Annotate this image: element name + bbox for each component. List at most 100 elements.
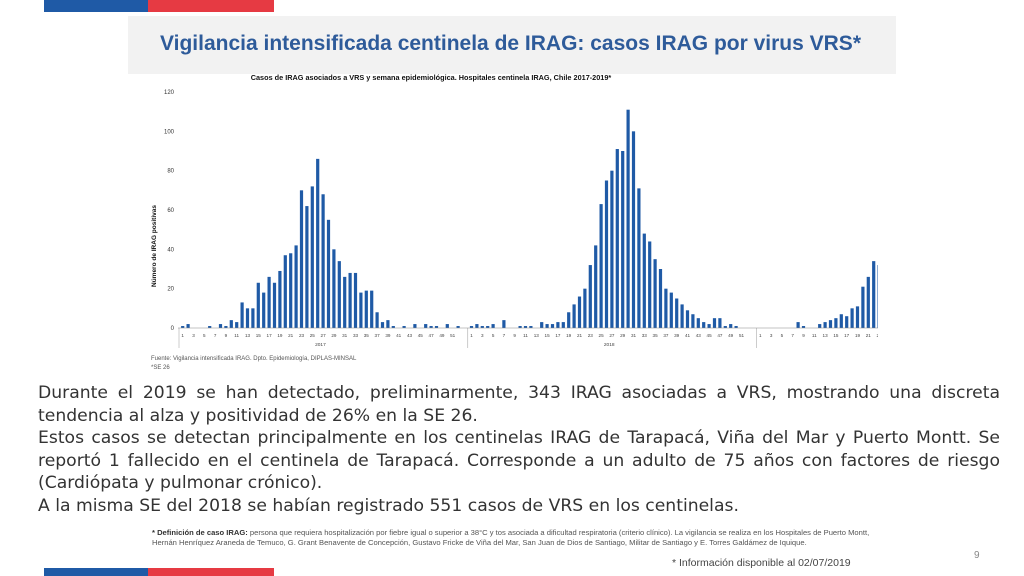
bar-2018-se-31 xyxy=(631,131,636,328)
bar-2019-se-14 xyxy=(828,320,833,328)
bar-2019-se-15 xyxy=(834,318,838,328)
x-tick-label: 29 xyxy=(331,333,337,338)
x-tick-label: 29 xyxy=(620,333,626,338)
bar-2017-se-52 xyxy=(456,326,460,328)
x-tick-label: 11 xyxy=(234,333,239,338)
bar-2017-se-38 xyxy=(380,322,385,328)
x-tick-label: 33 xyxy=(353,333,359,338)
x-tick-label: 7 xyxy=(214,333,217,338)
paragraph-1: Durante el 2019 se han detectado, prelim… xyxy=(38,383,1000,426)
x-tick-label: 5 xyxy=(781,333,784,338)
brand-stripe-blue-bottom xyxy=(44,568,148,576)
paragraph-2: Estos casos se detectan principalmente e… xyxy=(38,428,1000,494)
bar-2018-se-30 xyxy=(626,109,630,328)
bar-2018-se-23 xyxy=(588,265,592,328)
y-tick-label: 100 xyxy=(164,129,175,135)
x-tick-label: 39 xyxy=(674,333,680,338)
chart-se-note: *SE 26 xyxy=(151,365,170,371)
bar-2018-se-4 xyxy=(486,326,490,328)
page-number: 9 xyxy=(974,550,980,561)
x-tick-label: 27 xyxy=(321,333,327,338)
bar-2018-se-46 xyxy=(712,318,717,328)
x-tick-label: 51 xyxy=(450,333,456,338)
x-tick-label: 37 xyxy=(375,333,381,338)
bar-2019-se-20 xyxy=(861,286,865,328)
bar-2019-se-17 xyxy=(845,316,849,328)
x-tick-label: 13 xyxy=(245,333,251,338)
bar-2017-se-46 xyxy=(424,324,428,328)
body-text: Durante el 2019 se han detectado, prelim… xyxy=(38,382,1000,518)
bar-2018-se-1 xyxy=(469,326,474,328)
bar-2017-se-10 xyxy=(229,320,233,328)
bar-2018-se-21 xyxy=(577,296,582,328)
brand-stripe-red-bottom xyxy=(148,568,274,576)
x-tick-label: 21 xyxy=(577,333,583,338)
bar-2019-se-19 xyxy=(855,306,860,328)
footnote-text: persona que requiera hospitalización por… xyxy=(152,528,870,547)
title-box xyxy=(128,16,896,74)
bar-2018-se-2 xyxy=(475,324,479,328)
paragraph-3: A la misma SE del 2018 se habían registr… xyxy=(38,495,739,516)
x-tick-label: 1 xyxy=(759,333,762,338)
x-tick-label: 23 xyxy=(877,333,878,338)
bar-2018-se-14 xyxy=(540,322,544,328)
y-tick-label: 20 xyxy=(167,287,174,293)
x-tick-label: 41 xyxy=(396,333,402,338)
x-tick-label: 17 xyxy=(267,333,273,338)
x-tick-label: 11 xyxy=(812,333,817,338)
y-axis-label: Número de IRAG positivas xyxy=(151,205,158,287)
x-tick-label: 15 xyxy=(833,333,839,338)
bar-2017-se-18 xyxy=(272,282,277,328)
x-tick-label: 15 xyxy=(256,333,262,338)
bar-2018-se-18 xyxy=(561,322,565,328)
y-tick-label: 0 xyxy=(171,326,175,332)
bar-2018-se-49 xyxy=(729,324,733,328)
bar-2018-se-17 xyxy=(556,322,560,328)
bar-2017-se-13 xyxy=(245,308,250,328)
bar-2017-se-21 xyxy=(289,253,293,328)
bar-2019-se-12 xyxy=(818,324,822,328)
x-tick-label: 49 xyxy=(728,333,734,338)
x-tick-label: 19 xyxy=(277,333,283,338)
brand-stripe-red xyxy=(148,0,274,12)
x-tick-label: 15 xyxy=(545,333,551,338)
bar-2017-se-20 xyxy=(283,255,287,328)
bar-2018-se-5 xyxy=(491,324,495,328)
x-tick-label: 1 xyxy=(470,333,473,338)
x-tick-label: 3 xyxy=(770,333,773,338)
x-axis: 1 3 5 7 9 11 13 15 17 19 21 23 25 27 29 31 33 35 37 39 41 43 4… xyxy=(178,327,878,348)
brand-stripe-blue xyxy=(44,0,148,12)
footnote: * Definición de caso IRAG: persona que r… xyxy=(152,528,882,548)
x-tick-label: 13 xyxy=(823,333,829,338)
bar-2018-se-28 xyxy=(615,149,619,328)
bar-2017-se-34 xyxy=(359,292,363,328)
y-axis-ticks: 0 20 40 60 80 100 120 xyxy=(164,90,175,332)
x-tick-label: 27 xyxy=(609,333,615,338)
bar-2018-se-25 xyxy=(599,204,603,328)
x-tick-label: 5 xyxy=(492,333,495,338)
bar-2017-se-42 xyxy=(402,326,406,328)
x-tick-label: 19 xyxy=(855,333,861,338)
bar-2019-se-9 xyxy=(801,326,806,328)
x-tick-label: 21 xyxy=(288,333,294,338)
bar-2017-se-6 xyxy=(208,326,212,328)
bar-2017-se-16 xyxy=(262,292,266,328)
y-tick-label: 40 xyxy=(167,247,174,253)
bar-2018-se-32 xyxy=(637,188,641,328)
x-tick-label: 41 xyxy=(685,333,691,338)
y-tick-label: 80 xyxy=(167,169,174,175)
bar-2017-se-44 xyxy=(413,324,417,328)
bar-series xyxy=(181,109,878,328)
x-tick-label: 31 xyxy=(631,333,637,338)
bar-2018-se-3 xyxy=(480,326,484,328)
x-tick-label: 43 xyxy=(407,333,413,338)
bar-2017-se-32 xyxy=(348,272,352,328)
bar-2018-se-24 xyxy=(594,245,598,328)
bar-2018-se-41 xyxy=(685,310,690,328)
x-tick-label: 35 xyxy=(364,333,370,338)
bar-2018-se-43 xyxy=(696,318,700,328)
chart-title: Casos de IRAG asociados a VRS y semana e… xyxy=(251,73,612,82)
bar-2017-se-22 xyxy=(294,245,298,328)
x-tick-label: 45 xyxy=(418,333,424,338)
bar-2019-se-18 xyxy=(850,308,854,328)
